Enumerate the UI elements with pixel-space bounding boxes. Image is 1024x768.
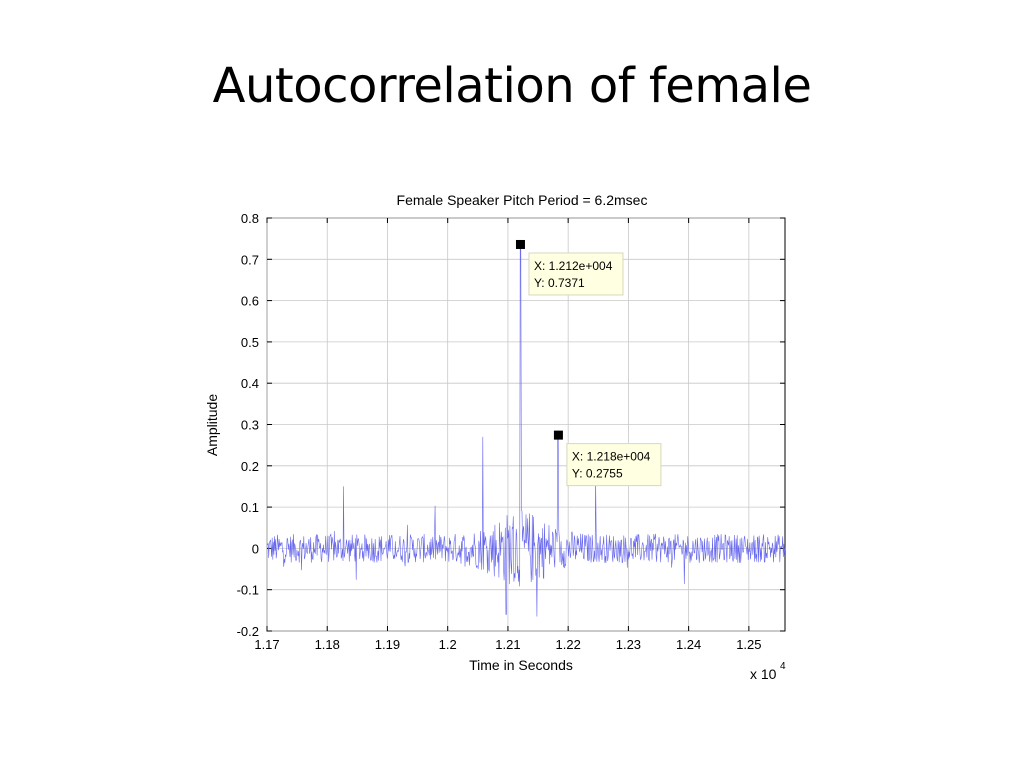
datatip-box	[528, 252, 624, 296]
x-tick-label: 1.22	[556, 637, 581, 652]
x-tick-labels: 1.17 1.18 1.19 1.2 1.21 1.22 1.23 1.24 1.25	[254, 637, 761, 652]
y-tick-label: 0	[252, 541, 259, 556]
x-tick-label: 1.21	[495, 637, 520, 652]
datatip-box	[566, 443, 662, 487]
x-tick-label: 1.17	[254, 637, 279, 652]
y-tick-label: 0.5	[241, 335, 259, 350]
x-tick-label: 1.18	[315, 637, 340, 652]
y-tick-label: 0.1	[241, 500, 259, 515]
x-tick-label: 1.2	[439, 637, 457, 652]
x-axis-exponent-power: 4	[780, 661, 786, 672]
y-tick-label: 0.8	[241, 211, 259, 226]
x-tick-label: 1.25	[736, 637, 761, 652]
x-tick-label: 1.19	[375, 637, 400, 652]
y-tick-label: 0.6	[241, 294, 259, 309]
x-axis-exponent: x 10	[750, 666, 777, 682]
y-axis-label: Amplitude	[204, 394, 220, 456]
y-tick-label: 0.7	[241, 252, 259, 267]
autocorrelation-line	[266, 243, 786, 617]
x-axis-label: Time in Seconds	[469, 657, 573, 673]
datatip-marker	[553, 430, 563, 440]
x-tick-label: 1.23	[616, 637, 641, 652]
slide-title: Autocorrelation of female	[212, 58, 812, 114]
y-tick-label: 0.2	[241, 459, 259, 474]
y-tick-label: 0.4	[241, 376, 259, 391]
datatip-y-text: Y: 0.7371	[534, 276, 585, 290]
y-tick-label: -0.2	[237, 624, 259, 639]
y-tick-labels: -0.2 -0.1 0 0.1 0.2 0.3 0.4 0.5 0.6 0.7 0.8	[237, 211, 259, 639]
x-tick-label: 1.24	[676, 637, 701, 652]
datatip-x-text: X: 1.218e+004	[572, 450, 651, 464]
datatip-y-text: Y: 0.2755	[572, 467, 623, 481]
datatip-marker	[515, 239, 525, 249]
datatips: X: 1.212e+004 Y: 0.7371 X: 1.218e+004 Y: 0.…	[515, 239, 662, 487]
y-tick-label: 0.3	[241, 418, 259, 433]
y-tick-label: -0.1	[237, 583, 259, 598]
datatip-x-text: X: 1.212e+004	[534, 259, 613, 273]
chart-title: Female Speaker Pitch Period = 6.2msec	[397, 192, 648, 208]
